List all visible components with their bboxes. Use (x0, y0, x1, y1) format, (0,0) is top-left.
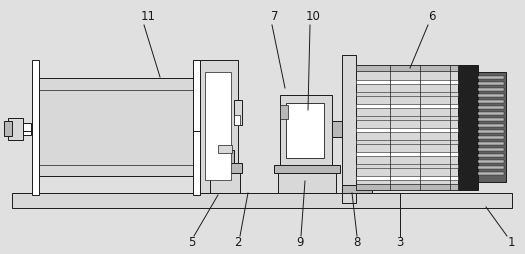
Text: 2: 2 (234, 236, 242, 249)
Bar (39, 78, 193, 176)
Bar (356, 164, 458, 168)
Bar (478, 166, 504, 169)
Bar (478, 136, 504, 139)
Bar (280, 105, 288, 119)
Bar (356, 152, 458, 156)
Bar (280, 95, 332, 167)
Bar (478, 130, 504, 133)
Bar (342, 55, 356, 203)
Text: 10: 10 (306, 10, 320, 24)
Bar (193, 60, 200, 195)
Bar (356, 176, 458, 180)
Bar (8, 118, 23, 140)
Bar (478, 172, 504, 175)
Bar (274, 165, 340, 173)
Bar (23, 123, 31, 135)
Bar (478, 94, 504, 97)
Bar (478, 154, 504, 157)
Text: 6: 6 (428, 10, 436, 24)
Bar (478, 142, 504, 145)
Bar (208, 163, 242, 173)
Text: 7: 7 (271, 10, 279, 24)
Bar (356, 104, 458, 108)
Bar (478, 88, 504, 91)
Text: 1: 1 (507, 236, 514, 249)
Bar (216, 150, 234, 165)
Bar (356, 80, 458, 84)
Bar (356, 92, 458, 96)
Bar (4, 121, 12, 136)
Text: 9: 9 (296, 236, 304, 249)
Bar (356, 128, 458, 132)
Bar (200, 60, 238, 193)
Bar (278, 173, 336, 193)
Bar (478, 82, 504, 85)
Bar (478, 112, 504, 115)
Bar (286, 103, 324, 158)
Bar (356, 184, 458, 190)
Bar (478, 124, 504, 127)
Bar (478, 100, 504, 103)
Bar (218, 145, 232, 153)
Bar (342, 185, 372, 193)
Bar (12, 193, 512, 208)
Bar (478, 148, 504, 151)
Bar (478, 72, 506, 182)
Bar (356, 140, 458, 144)
Bar (478, 160, 504, 163)
Text: 3: 3 (396, 236, 404, 249)
Bar (32, 60, 39, 195)
Bar (234, 100, 242, 125)
Bar (478, 76, 504, 79)
Bar (332, 121, 342, 137)
Bar (478, 118, 504, 121)
Text: 5: 5 (188, 236, 196, 249)
Bar (210, 173, 240, 193)
Text: 11: 11 (141, 10, 155, 24)
Text: 8: 8 (353, 236, 361, 249)
Bar (234, 115, 240, 125)
Bar (356, 65, 458, 71)
Bar (356, 65, 458, 190)
Bar (478, 106, 504, 109)
Bar (458, 65, 478, 190)
Bar (356, 116, 458, 120)
Bar (205, 72, 231, 180)
